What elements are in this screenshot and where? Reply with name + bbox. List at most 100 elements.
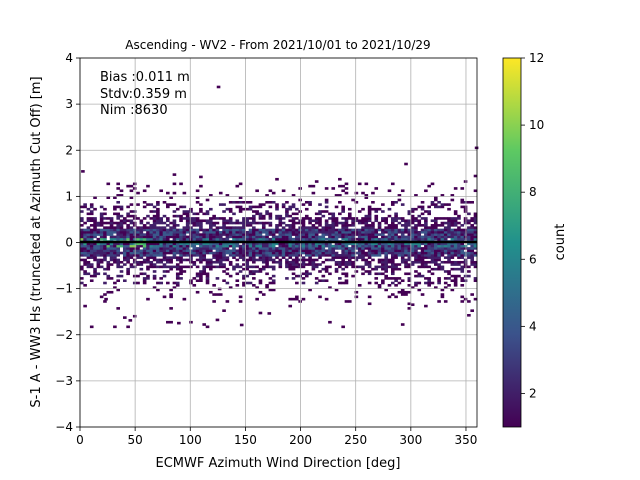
heatmap-bin <box>261 224 266 227</box>
heatmap-bin <box>212 247 216 250</box>
heatmap-bin <box>470 244 474 248</box>
heatmap-bin <box>281 189 286 193</box>
heatmap-bin <box>175 256 180 259</box>
heatmap-bin <box>192 233 197 236</box>
heatmap-bin <box>142 272 147 276</box>
heatmap-bin <box>175 230 180 234</box>
heatmap-bin <box>212 293 216 296</box>
heatmap-bin <box>397 221 402 225</box>
heatmap-bin <box>245 200 250 204</box>
heatmap-bin <box>308 203 312 206</box>
heatmap-bin <box>225 249 230 253</box>
heatmap-bin <box>209 267 213 271</box>
heatmap-bin <box>371 224 375 227</box>
heatmap-bin <box>248 228 253 232</box>
heatmap-bin <box>308 256 312 259</box>
heatmap-bin <box>301 249 306 253</box>
heatmap-bin <box>298 263 302 266</box>
heatmap-bin <box>394 217 398 220</box>
heatmap-bin <box>258 251 263 255</box>
heatmap-bin <box>275 207 279 211</box>
heatmap-bin <box>424 226 428 229</box>
heatmap-bin <box>83 230 87 234</box>
y-tick-label: 1 <box>65 189 73 203</box>
heatmap-bin <box>238 221 243 225</box>
heatmap-bin <box>361 258 365 262</box>
heatmap-bin <box>321 230 326 234</box>
heatmap-bin <box>179 247 183 250</box>
heatmap-bin <box>248 258 253 262</box>
heatmap-bin <box>162 228 167 232</box>
heatmap-bin <box>146 226 150 229</box>
heatmap-bin <box>311 251 316 255</box>
heatmap-bin <box>318 237 322 241</box>
heatmap-bin <box>304 249 309 253</box>
heatmap-bin <box>321 226 326 229</box>
heatmap-bin <box>113 260 117 264</box>
heatmap-bin <box>132 230 137 234</box>
heatmap-bin <box>377 249 382 253</box>
heatmap-bin <box>298 221 302 225</box>
heatmap-bin <box>344 224 349 227</box>
heatmap-bin <box>338 263 342 266</box>
heatmap-bin <box>460 200 465 204</box>
heatmap-bin <box>136 237 140 241</box>
heatmap-bin <box>460 247 465 250</box>
heatmap-bin <box>285 214 289 218</box>
heatmap-bin <box>156 219 160 223</box>
heatmap-bin <box>295 235 299 239</box>
heatmap-bin <box>341 205 345 209</box>
heatmap-bin <box>324 249 329 253</box>
heatmap-bin <box>252 256 256 259</box>
heatmap-bin <box>156 251 160 255</box>
heatmap-bin <box>235 228 240 232</box>
heatmap-bin <box>261 217 266 220</box>
heatmap-bin <box>351 251 355 255</box>
heatmap-bin <box>238 237 243 241</box>
heatmap-bin <box>371 228 375 232</box>
heatmap-bin <box>222 265 226 269</box>
heatmap-bin <box>430 260 435 264</box>
heatmap-bin <box>314 277 319 280</box>
heatmap-bin <box>450 198 455 202</box>
heatmap-bin <box>265 237 269 241</box>
heatmap-bin <box>212 235 216 239</box>
heatmap-bin <box>414 281 418 285</box>
heatmap-bin <box>387 235 392 239</box>
heatmap-bin <box>364 219 369 223</box>
heatmap-bin <box>83 260 87 264</box>
heatmap-bin <box>235 244 240 248</box>
heatmap-bin <box>238 210 243 213</box>
heatmap-bin <box>288 249 293 253</box>
heatmap-bin <box>387 277 392 280</box>
heatmap-bin <box>457 249 461 253</box>
heatmap-bin <box>281 242 286 246</box>
heatmap-bin <box>387 242 392 246</box>
heatmap-bin <box>83 235 87 239</box>
heatmap-bin <box>93 267 97 271</box>
heatmap-bin <box>390 267 395 271</box>
heatmap-bin <box>324 205 329 209</box>
heatmap-bin <box>433 219 438 223</box>
heatmap-bin <box>132 217 137 220</box>
heatmap-bin <box>433 226 438 229</box>
heatmap-bin <box>430 233 435 236</box>
heatmap-bin <box>328 242 332 246</box>
heatmap-bin <box>248 272 253 276</box>
heatmap-bin <box>357 242 362 246</box>
heatmap-bin <box>291 260 296 264</box>
heatmap-bin <box>169 196 173 199</box>
heatmap-bin <box>139 272 144 276</box>
heatmap-bin <box>132 260 137 264</box>
heatmap-bin <box>159 235 164 239</box>
heatmap-bin <box>275 235 279 239</box>
heatmap-bin <box>314 249 319 253</box>
heatmap-bin <box>169 267 173 271</box>
heatmap-bin <box>371 249 375 253</box>
heatmap-bin <box>463 221 468 225</box>
heatmap-bin <box>156 207 160 211</box>
heatmap-bin <box>129 214 134 218</box>
heatmap-bin <box>268 212 273 216</box>
heatmap-bin <box>228 249 233 253</box>
heatmap-bin <box>387 237 392 241</box>
